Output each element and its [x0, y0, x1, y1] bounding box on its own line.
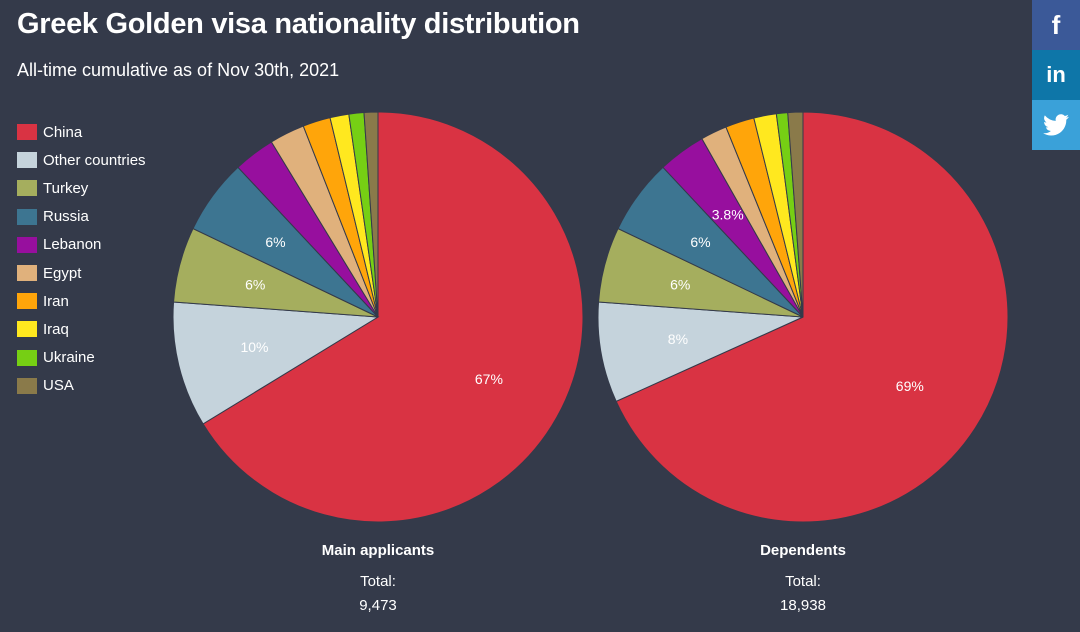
facebook-icon: f: [1051, 9, 1061, 40]
legend-item-turkey[interactable]: Turkey: [17, 174, 146, 202]
chart-subtitle: All-time cumulative as of Nov 30th, 2021: [17, 60, 340, 80]
pie-data-label: 3.8%: [712, 207, 744, 223]
legend-item-china[interactable]: China: [17, 118, 146, 146]
pie-data-label: 69%: [896, 378, 924, 394]
pie-dependents: 69%8%6%6%3.8%: [597, 111, 1009, 523]
legend-label: Turkey: [43, 179, 89, 197]
legend-label: Iran: [43, 292, 69, 310]
legend-item-russia[interactable]: Russia: [17, 203, 146, 231]
legend-label: Ukraine: [43, 349, 95, 367]
legend-swatch: [17, 265, 37, 282]
legend-item-iran[interactable]: Iran: [17, 287, 146, 315]
legend-item-egypt[interactable]: Egypt: [17, 259, 146, 287]
legend-label: Iraq: [43, 320, 69, 338]
legend-label: Russia: [43, 208, 89, 226]
pie-data-label: 6%: [265, 234, 285, 250]
twitter-icon: [1043, 114, 1069, 136]
pie-data-label: 67%: [475, 371, 503, 387]
pie-slice-other-countries[interactable]: [172, 301, 380, 425]
pie-data-label: 6%: [670, 276, 690, 292]
pie-slice-usa[interactable]: [787, 111, 804, 318]
legend-swatch: [17, 321, 37, 338]
legend-swatch: [17, 152, 37, 169]
legend-swatch: [17, 180, 37, 197]
legend-item-lebanon[interactable]: Lebanon: [17, 231, 146, 259]
legend-swatch: [17, 124, 37, 141]
pie-total-main-applicants: 9,473: [359, 597, 397, 614]
pie-data-label: 6%: [245, 276, 265, 292]
legend-item-iraq[interactable]: Iraq: [17, 315, 146, 343]
legend-swatch: [17, 293, 37, 310]
social-share-bar: f in: [1032, 0, 1080, 150]
legend-label: Egypt: [43, 264, 82, 282]
legend: China Other countries Turkey Russia Leba…: [17, 118, 146, 400]
pie-slice-china[interactable]: [202, 111, 584, 523]
pie-slice-other-countries[interactable]: [597, 301, 804, 403]
pie-slice-china[interactable]: [615, 111, 1009, 523]
legend-label: China: [43, 123, 83, 141]
legend-label: Lebanon: [43, 236, 102, 254]
chart-title: Greek Golden visa nationality distributi…: [17, 8, 580, 40]
pie-data-label: 10%: [240, 339, 268, 355]
linkedin-icon: in: [1046, 62, 1066, 87]
pie-total-label-main-applicants: Total:: [360, 573, 396, 590]
pie-slice-usa[interactable]: [363, 111, 379, 318]
pie-title-main-applicants: Main applicants: [321, 542, 435, 559]
facebook-share-button[interactable]: f: [1032, 0, 1080, 50]
legend-swatch: [17, 377, 37, 394]
pie-data-label: 6%: [690, 234, 710, 250]
pie-total-label-dependents: Total:: [785, 573, 821, 590]
linkedin-share-button[interactable]: in: [1032, 50, 1080, 100]
legend-label: USA: [43, 377, 74, 395]
pie-main-applicants: 67% 10% 6% 6%: [172, 111, 584, 523]
pie-data-label: 8%: [668, 331, 688, 347]
legend-item-ukraine[interactable]: Ukraine: [17, 344, 146, 372]
twitter-share-button[interactable]: [1032, 100, 1080, 150]
legend-swatch: [17, 208, 37, 225]
legend-swatch: [17, 236, 37, 253]
legend-swatch: [17, 349, 37, 366]
legend-label: Other countries: [43, 151, 146, 169]
legend-item-other-countries[interactable]: Other countries: [17, 146, 146, 174]
pie-total-dependents: 18,938: [780, 597, 826, 614]
pie-title-dependents: Dependents: [760, 542, 846, 559]
legend-item-usa[interactable]: USA: [17, 372, 146, 400]
